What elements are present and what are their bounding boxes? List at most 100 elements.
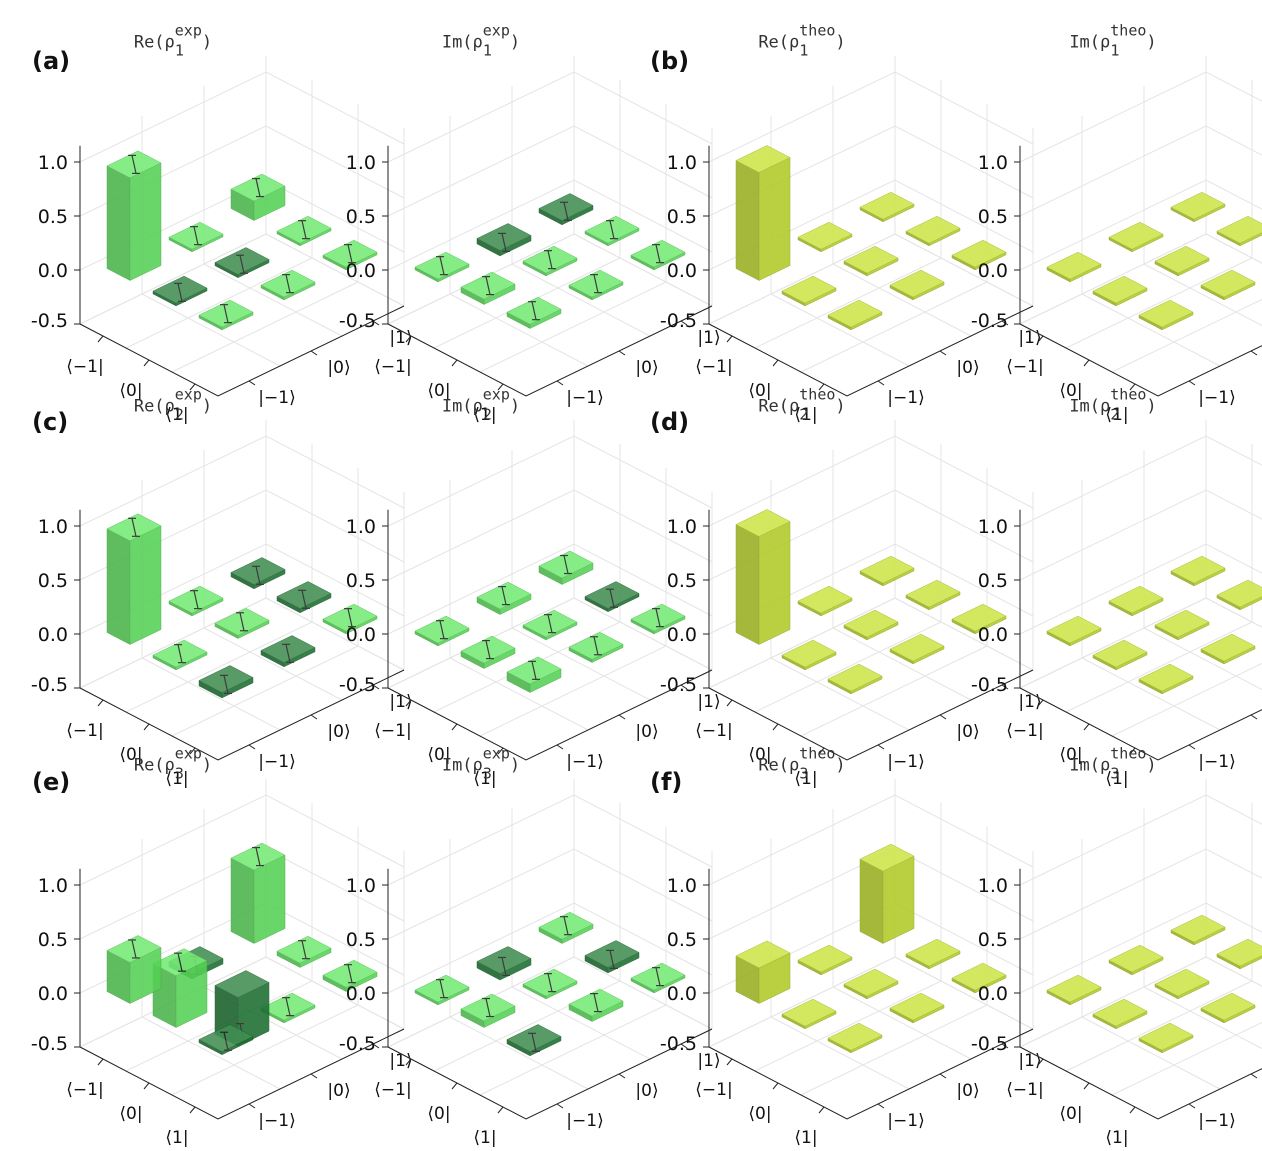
row-label: ⟨−1| [374,721,411,741]
chart-title: Re(ρtheo 1) [758,21,845,59]
row-tick-mark [1083,723,1090,731]
bar [1138,663,1194,695]
row-tick-mark [818,1106,825,1114]
row-tick-mark [143,1082,150,1090]
row-tick-mark [772,359,779,367]
panel-letter-d: (d) [650,408,689,436]
chart-im-rho1-exp: 1.0 0.5 0.0 -0.5 ⟨−1| ⟨0| ⟨1| |−1⟩ |0⟩ |1⟩ Im(ρexp… [339,21,721,425]
col-tick-mark [1001,684,1009,690]
z-tick-label: 0.0 [38,260,68,282]
col-label: |−1⟩ [887,752,924,772]
bar [1200,992,1256,1024]
z-tick-label: 0.0 [667,260,697,282]
row-tick-mark [1129,747,1136,755]
chart-im-rho2-theo: 1.00.50.0-0.5⟨−1|⟨0|⟨1||−1⟩|0⟩|1⟩Im(ρthe… [971,385,1262,789]
col-label: |−1⟩ [1198,1111,1235,1131]
row-tick-mark [405,699,412,707]
base-axis-line [387,669,713,761]
row-tick-mark [726,1058,733,1066]
bar [538,550,594,585]
row-tick-mark [143,359,150,367]
row-tick-mark [1083,359,1090,367]
row-label: ⟨0| [119,1104,142,1124]
row-label: ⟨1| [1105,405,1128,425]
col-label: |0⟩ [635,722,658,742]
bar [106,150,162,281]
row-tick-mark [97,1058,104,1066]
col-tick-mark [556,380,564,386]
z-tick-label: 0.5 [978,570,1008,592]
bar [1200,633,1256,665]
chart-title: Im(ρexp 1) [442,21,520,59]
col-tick-mark [248,1103,256,1109]
z-tick-label: -0.5 [971,674,1008,696]
chart-title: Re(ρtheo 3) [758,744,845,782]
bar [414,251,470,283]
error-bar [298,589,310,609]
bar [260,269,316,301]
col-tick-mark [877,744,885,750]
z-tick-label: 0.5 [38,206,68,228]
charts-layer: 1.0 0.5 0.0 -0.5 ⟨−1| ⟨0| ⟨1| |−1⟩ |0⟩ |1⟩ Re(ρexp… [31,21,1262,1148]
bar [797,944,853,976]
bar [1092,275,1148,307]
row-label: ⟨1| [794,405,817,425]
z-tick-label: 1.0 [38,875,68,897]
z-tick-label: -0.5 [971,1033,1008,1055]
chart-title: Re(ρexp 1) [134,21,212,59]
col-tick-mark [310,1073,318,1079]
col-label: |1⟩ [389,692,412,712]
z-tick-label: 1.0 [667,516,697,538]
chart-re-rho2-exp: 1.0 0.5 0.0 -0.5 ⟨−1| ⟨0| ⟨1| |−1⟩ |0⟩ |1⟩ Re(ρexp… [31,385,413,789]
col-tick-mark [310,714,318,720]
bar [735,145,791,281]
bar [630,239,686,271]
bar [260,635,316,668]
col-label: |−1⟩ [258,752,295,772]
row-label: ⟨−1| [1006,357,1043,377]
bar [859,843,915,944]
row-label: ⟨0| [427,745,450,765]
bar [414,615,470,647]
col-label: |1⟩ [697,328,720,348]
bar [568,988,624,1022]
row-label: ⟨1| [794,1128,817,1148]
bar [322,603,378,635]
col-label: |0⟩ [327,722,350,742]
row-tick-mark [726,335,733,343]
col-tick-mark [877,380,885,386]
col-label: |1⟩ [389,1051,412,1071]
row-tick-mark [1037,335,1044,343]
z-tick-label: 0.0 [978,624,1008,646]
chart-im-rho3-exp: 1.0 0.5 0.0 -0.5 ⟨−1| ⟨0| ⟨1| |−1⟩ |0⟩ |1⟩ Im(ρexp… [339,744,721,1148]
col-tick-mark [310,350,318,356]
chart-re-rho3-theo: 1.0 0.5 0.0 -0.5 ⟨−1| ⟨0| ⟨1| |−1⟩ |0⟩ |1⟩ Re(ρthe… [660,744,1042,1148]
col-label: |0⟩ [956,358,979,378]
bar [781,639,837,671]
row-tick-mark [189,1106,196,1114]
error-bar [252,846,264,867]
row-tick-mark [772,723,779,731]
col-tick-mark [1001,320,1009,326]
bar [414,974,470,1006]
bar [506,296,562,329]
row-label: ⟨1| [473,405,496,425]
col-tick-mark [939,1073,947,1079]
z-tick-label: -0.5 [339,310,376,332]
row-tick-mark [818,747,825,755]
row-tick-mark [1129,383,1136,391]
bar [1046,974,1102,1006]
row-label: ⟨1| [1105,769,1128,789]
error-bar [560,916,572,936]
col-tick-mark [248,380,256,386]
bar [198,1024,254,1056]
bar [1046,251,1102,283]
z-tick-label: -0.5 [660,310,697,332]
z-tick-label: 0.5 [346,206,376,228]
row-label: ⟨1| [473,769,496,789]
error-bar [498,232,510,252]
error-bar [344,244,356,264]
z-tick-label: -0.5 [660,1033,697,1055]
bar [1170,555,1226,587]
bar [106,935,162,1004]
